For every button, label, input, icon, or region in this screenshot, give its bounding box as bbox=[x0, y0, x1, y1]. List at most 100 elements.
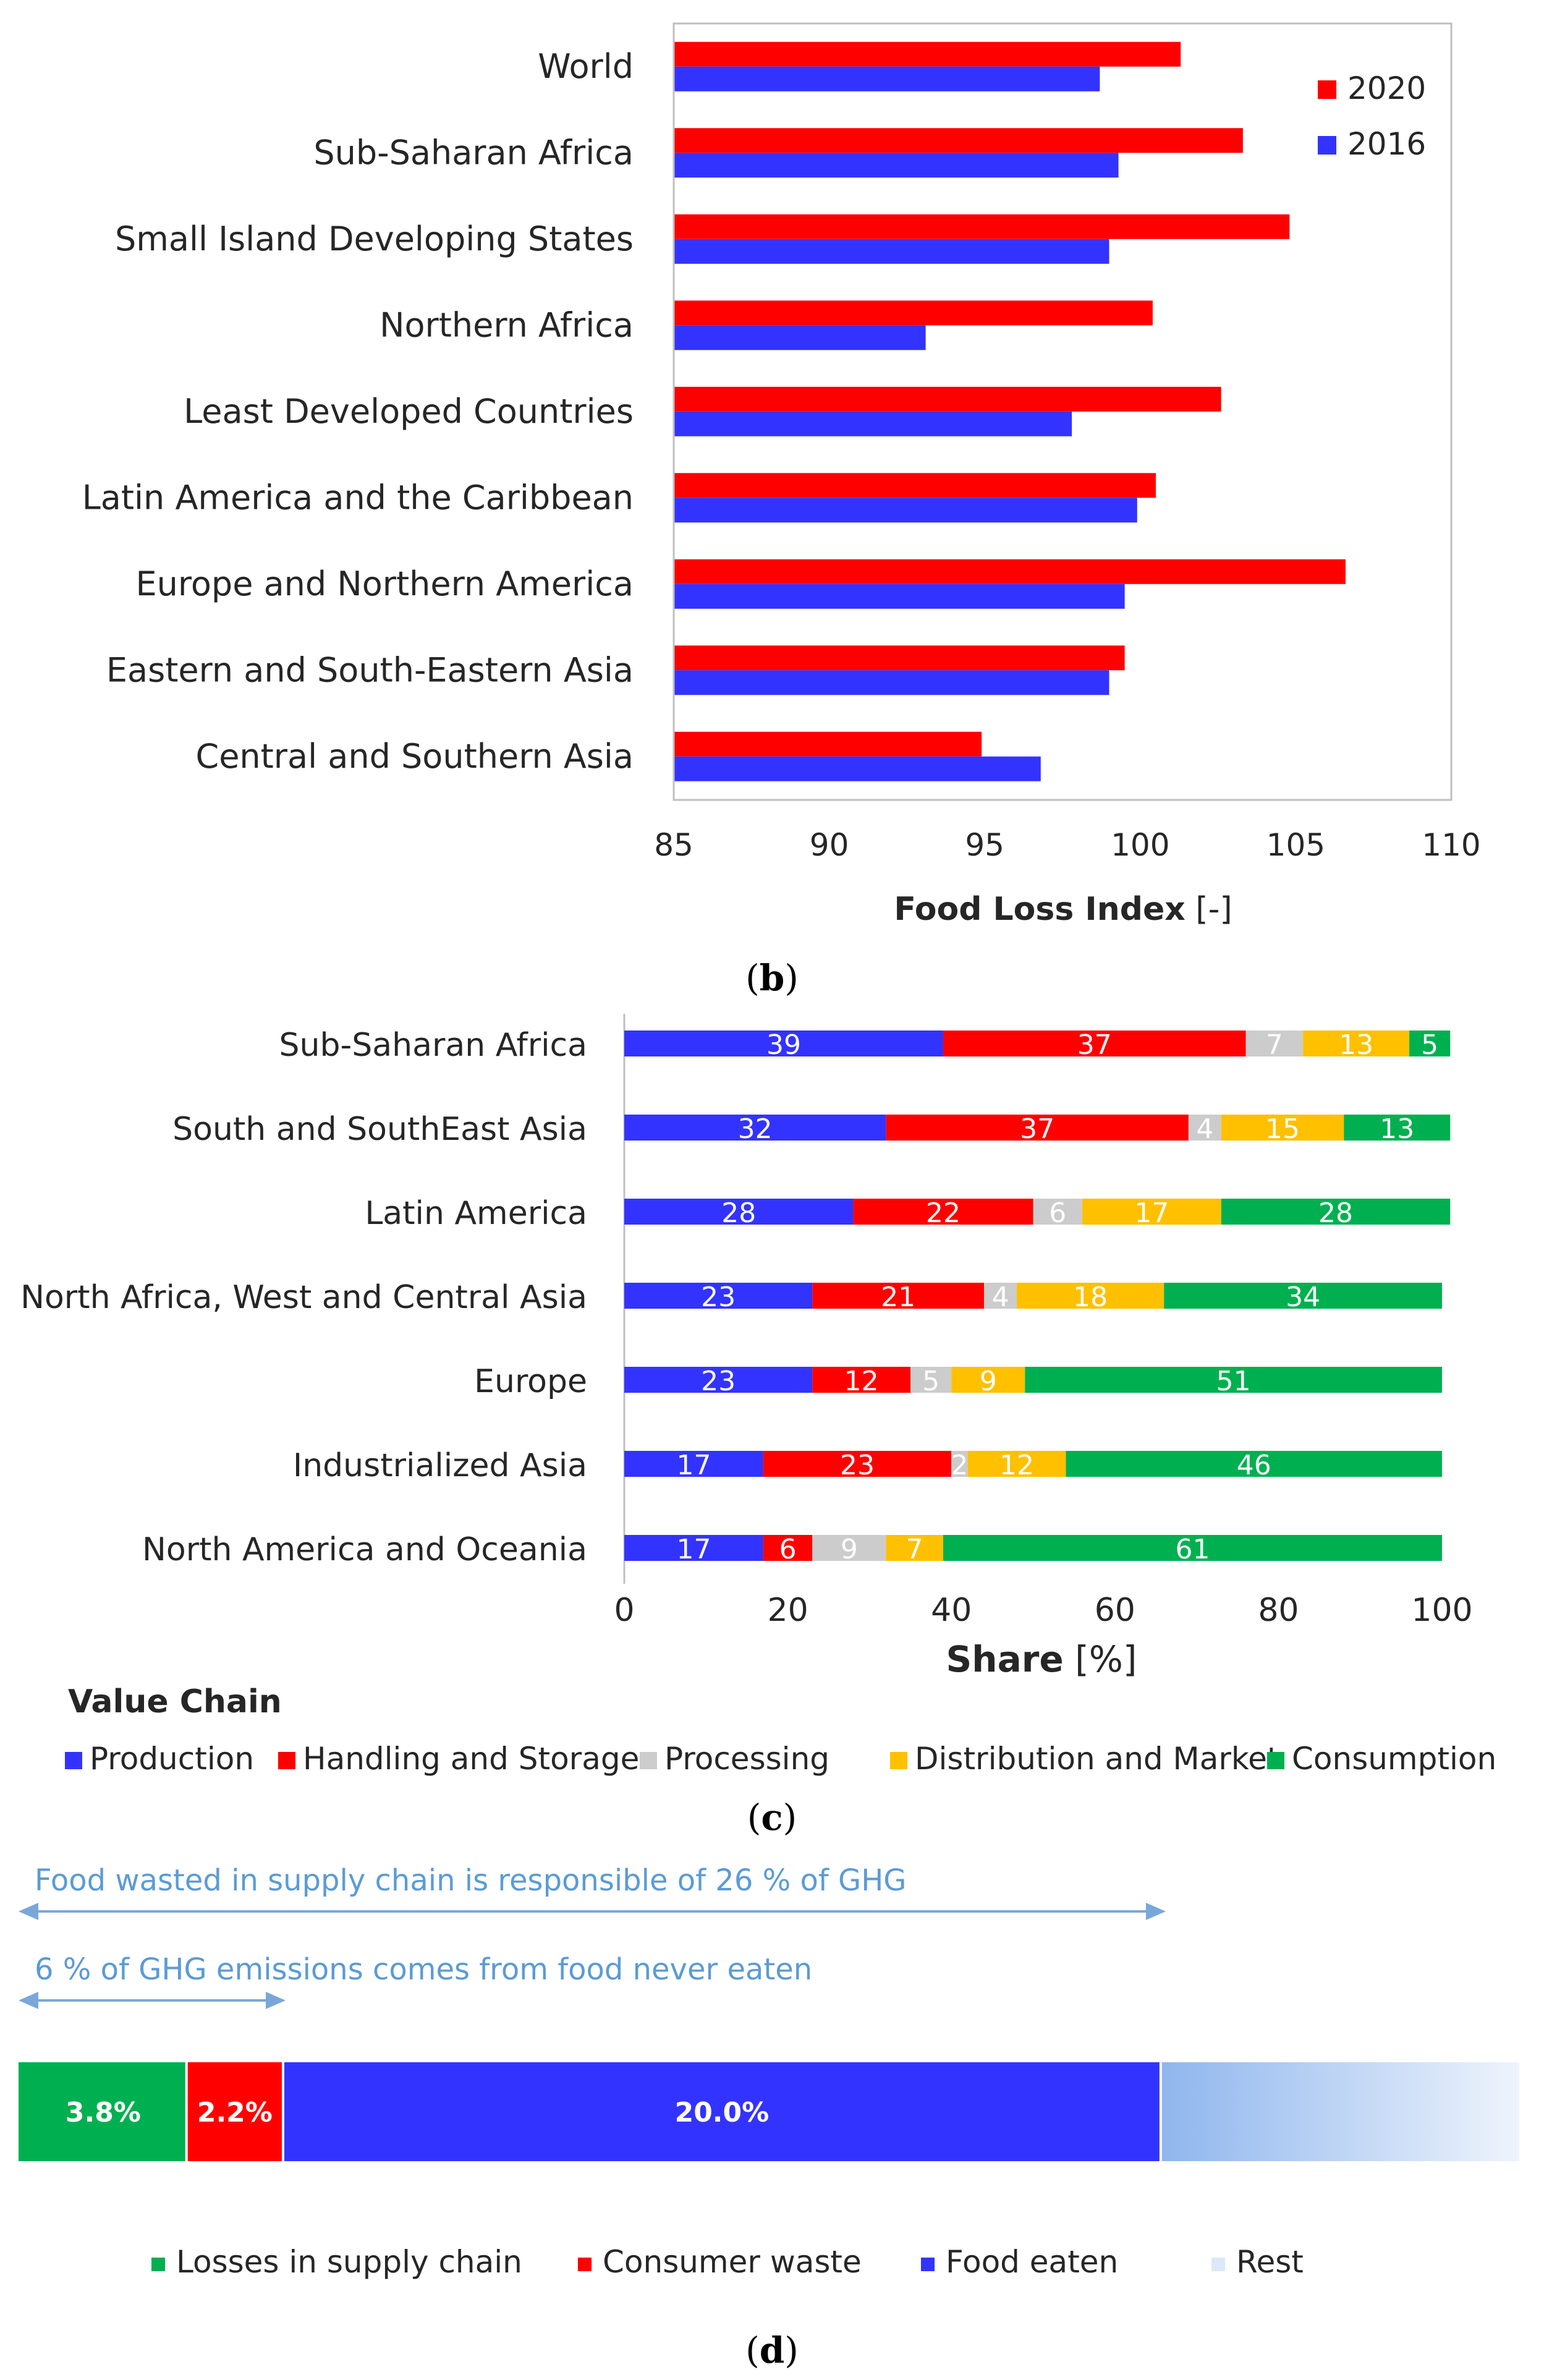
segment-processing-north-america-and-oceania bbox=[812, 1535, 886, 1561]
legend-label-consumer-waste: Consumer waste bbox=[603, 2244, 862, 2280]
panel-b-caption: (b) bbox=[745, 957, 799, 999]
segment-value-label: 9 bbox=[980, 1366, 997, 1397]
segment-handling-and-storage-latin-america bbox=[853, 1199, 1033, 1225]
segment-consumption-sub-saharan-africa bbox=[1409, 1031, 1451, 1056]
segment-value-label: 4 bbox=[1196, 1113, 1213, 1145]
segment-distribution-and-market-south-and-southeast-asia bbox=[1221, 1115, 1344, 1141]
segment-value-label: 6 bbox=[779, 1534, 797, 1565]
segment-value-label: 2.2% bbox=[197, 2097, 273, 2128]
panel-b-x-tick-label: 105 bbox=[1266, 827, 1325, 863]
bar-2020-europe-and-northern-america bbox=[674, 559, 1346, 584]
segment-production-south-and-southeast-asia bbox=[624, 1115, 886, 1141]
arrow-head-left-26 bbox=[19, 1903, 38, 1920]
bar-2020-world bbox=[674, 41, 1181, 67]
panel-c-category-label: South and SouthEast Asia bbox=[172, 1111, 587, 1148]
segment-production-europe bbox=[624, 1367, 813, 1393]
segment-distribution-and-market-industrialized-asia bbox=[967, 1451, 1066, 1477]
segment-production-sub-saharan-africa bbox=[624, 1031, 943, 1056]
panel-b-category-label: World bbox=[538, 47, 634, 86]
panel-c-x-tick-label: 40 bbox=[931, 1592, 972, 1629]
segment-value-label: 9 bbox=[841, 1534, 858, 1565]
segment-consumption-europe bbox=[1025, 1367, 1442, 1393]
legend-swatch-consumption bbox=[1267, 1752, 1284, 1769]
bar-2020-northern-africa bbox=[674, 300, 1153, 326]
bar-2016-eastern-and-south-eastern-asia bbox=[674, 670, 1109, 695]
legend-swatch-rest bbox=[1211, 2258, 1225, 2271]
segment-value-label: 23 bbox=[840, 1450, 875, 1481]
panel-c-legend-title: Value Chain bbox=[68, 1683, 282, 1720]
segment-consumer-waste bbox=[187, 2062, 282, 2161]
segment-production-industrialized-asia bbox=[624, 1451, 763, 1477]
segment-food-eaten bbox=[284, 2062, 1160, 2161]
panel-d-ghg-emissions: Food wasted in supply chain is responsib… bbox=[19, 1863, 1519, 2371]
panel-c-caption: (c) bbox=[747, 1796, 797, 1838]
panel-c-x-axis-title: Share [%] bbox=[946, 1638, 1137, 1680]
segment-value-label: 15 bbox=[1265, 1113, 1300, 1145]
segment-value-label: 46 bbox=[1237, 1450, 1271, 1481]
panel-b-category-label: Northern Africa bbox=[380, 305, 634, 344]
segment-value-label: 6 bbox=[1049, 1197, 1066, 1229]
arrow-head-right-6 bbox=[266, 1992, 286, 2009]
panel-b-category-label: Sub-Saharan Africa bbox=[313, 133, 634, 172]
segment-value-label: 17 bbox=[1134, 1197, 1169, 1229]
legend-label-2020: 2020 bbox=[1347, 70, 1426, 106]
segment-value-label: 3.8% bbox=[66, 2097, 141, 2128]
legend-swatch-handling-and-storage bbox=[278, 1752, 295, 1769]
segment-value-label: 7 bbox=[1266, 1029, 1283, 1061]
panel-c-x-tick-label: 0 bbox=[614, 1592, 634, 1629]
legend-label-2016: 2016 bbox=[1347, 126, 1426, 162]
bar-2016-central-and-southern-asia bbox=[674, 756, 1041, 781]
bar-2020-central-and-southern-asia bbox=[674, 731, 982, 757]
annotation-never-eaten-6: 6 % of GHG emissions comes from food nev… bbox=[35, 1952, 812, 1987]
segment-consumption-north-america-and-oceania bbox=[943, 1535, 1442, 1561]
bar-2020-eastern-and-south-eastern-asia bbox=[674, 645, 1125, 671]
panel-c-x-tick-label: 60 bbox=[1095, 1592, 1135, 1629]
panel-b-food-loss-index: World Sub-Saharan Africa Small Island Deve… bbox=[82, 22, 1481, 999]
bar-2020-least-developed-countries bbox=[674, 386, 1221, 412]
panel-b-x-tick-label: 95 bbox=[965, 827, 1004, 863]
panel-b-category-label: Eastern and South-Eastern Asia bbox=[106, 650, 634, 689]
panel-c-x-tick-label: 80 bbox=[1258, 1592, 1299, 1629]
segment-value-label: 4 bbox=[992, 1281, 1009, 1313]
bar-2016-world bbox=[674, 66, 1100, 91]
panel-c-category-label: Sub-Saharan Africa bbox=[279, 1027, 587, 1064]
bar-2016-sub-saharan-africa bbox=[674, 153, 1119, 178]
segment-distribution-and-market-north-africa-west-and-central-asia bbox=[1017, 1283, 1164, 1309]
segment-value-label: 5 bbox=[1421, 1029, 1438, 1061]
segment-value-label: 39 bbox=[766, 1029, 801, 1061]
panel-b-x-axis-title: Food Loss Index [-] bbox=[894, 891, 1232, 928]
panel-c-x-tick-label: 20 bbox=[768, 1592, 808, 1629]
segment-distribution-and-market-europe bbox=[951, 1367, 1025, 1393]
segment-value-label: 17 bbox=[676, 1450, 711, 1481]
segment-value-label: 13 bbox=[1339, 1029, 1373, 1061]
segment-value-label: 2 bbox=[951, 1450, 968, 1481]
bar-2020-small-island-developing-states bbox=[674, 214, 1290, 239]
legend-label-production: Production bbox=[90, 1741, 254, 1777]
segment-value-label: 12 bbox=[844, 1366, 879, 1397]
bar-2020-sub-saharan-africa bbox=[674, 128, 1243, 153]
segment-value-label: 22 bbox=[926, 1197, 961, 1229]
segment-value-label: 28 bbox=[721, 1197, 756, 1229]
segment-processing-industrialized-asia bbox=[951, 1451, 968, 1477]
annotation-supply-chain-26: Food wasted in supply chain is responsib… bbox=[35, 1863, 907, 1898]
segment-consumption-north-africa-west-and-central-asia bbox=[1164, 1283, 1442, 1309]
legend-swatch-2020 bbox=[1318, 80, 1336, 99]
bar-2016-northern-africa bbox=[674, 325, 926, 351]
legend-label-food-eaten: Food eaten bbox=[946, 2244, 1118, 2280]
bar-2016-latin-america-and-the-caribbean bbox=[674, 498, 1137, 523]
legend-label-handling-and-storage: Handling and Storage bbox=[303, 1741, 639, 1777]
bar-2016-europe-and-northern-america bbox=[674, 584, 1125, 609]
panel-c-category-label: North America and Oceania bbox=[142, 1531, 587, 1568]
segment-value-label: 23 bbox=[701, 1281, 736, 1313]
panel-b-category-label: Small Island Developing States bbox=[115, 219, 634, 258]
bar-2016-small-island-developing-states bbox=[674, 239, 1109, 264]
segment-handling-and-storage-industrialized-asia bbox=[763, 1451, 952, 1477]
segment-processing-latin-america bbox=[1033, 1199, 1082, 1225]
segment-production-north-america-and-oceania bbox=[624, 1535, 763, 1561]
segment-value-label: 20.0% bbox=[675, 2097, 770, 2128]
panel-c-category-label: Industrialized Asia bbox=[293, 1447, 587, 1484]
panel-c-category-label: Europe bbox=[474, 1363, 587, 1400]
segment-consumption-latin-america bbox=[1221, 1199, 1451, 1225]
segment-production-north-africa-west-and-central-asia bbox=[624, 1283, 813, 1309]
panel-c-x-tick-label: 100 bbox=[1411, 1592, 1472, 1629]
